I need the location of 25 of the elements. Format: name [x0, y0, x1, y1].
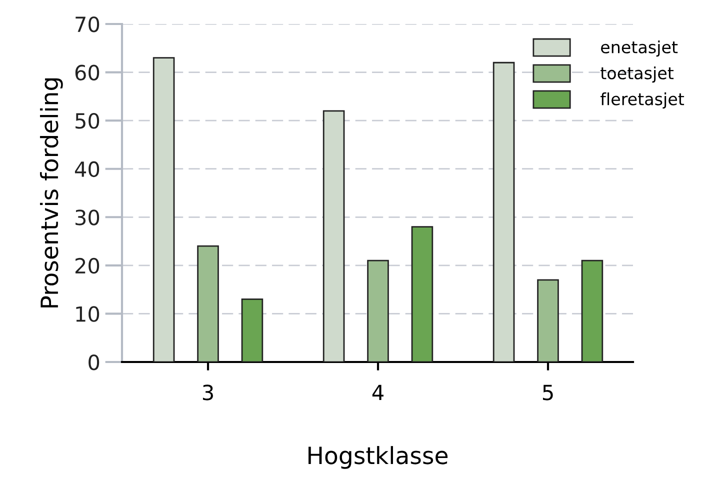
legend-label: toetasjet — [600, 66, 674, 83]
y-tick-label: 70 — [76, 16, 100, 32]
y-tick-label: 0 — [88, 354, 100, 370]
y-tick-label: 20 — [75, 258, 100, 274]
bar — [367, 260, 389, 362]
x-tick-label: 5 — [542, 384, 553, 400]
bar — [492, 62, 515, 362]
y-tick-label: 60 — [75, 64, 100, 80]
bar — [581, 260, 604, 362]
y-tick-label: 30 — [76, 210, 100, 226]
x-tick-label: 4 — [372, 384, 384, 400]
bar — [152, 57, 175, 362]
bar — [241, 298, 264, 362]
bar — [197, 245, 219, 362]
legend-label: fleretasjet — [600, 92, 684, 109]
y-tick-label: 40 — [74, 161, 100, 178]
bar — [322, 110, 345, 362]
x-tick-label: 3 — [202, 384, 213, 400]
y-axis-title: Prosentvis fordeling — [40, 78, 63, 308]
y-tick-label: 10 — [76, 306, 100, 322]
x-axis-title: Hogstklasse — [308, 446, 448, 469]
y-tick-label: 50 — [76, 113, 100, 129]
bar — [537, 279, 559, 362]
legend-label: enetasjet — [601, 40, 678, 57]
bar — [411, 226, 434, 362]
